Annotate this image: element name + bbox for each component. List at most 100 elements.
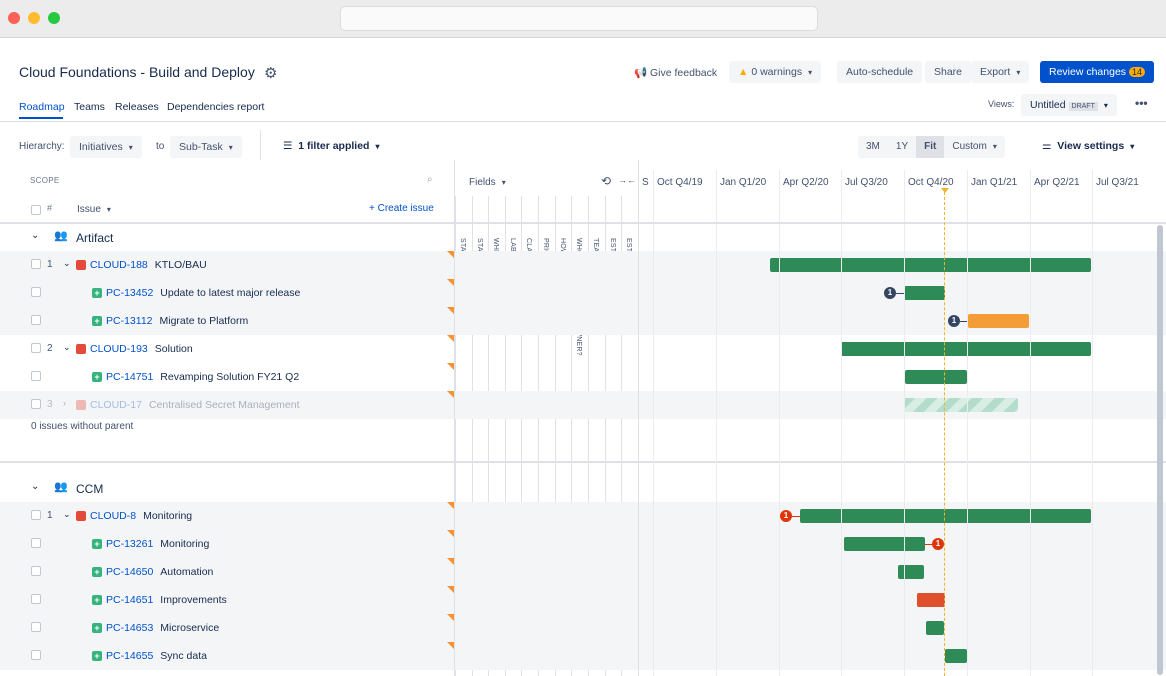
timeline-bar[interactable] [800, 509, 1091, 523]
gear-icon[interactable]: ⚙ [264, 65, 278, 82]
tab-dependencies-report[interactable]: Dependencies report [167, 101, 265, 113]
zoom-custom-button[interactable]: Custom ▾ [944, 136, 1004, 158]
issue-key[interactable]: PC-14650 [106, 566, 154, 578]
view-settings-button[interactable]: ⚌ View settings ▾ [1042, 140, 1134, 152]
row-checkbox[interactable] [31, 538, 41, 548]
select-all-checkbox[interactable] [31, 205, 41, 215]
warning-flag-icon [447, 642, 454, 649]
issue-key[interactable]: PC-14653 [106, 622, 154, 634]
fields-dropdown[interactable]: Fields ▾ [469, 177, 506, 188]
table-row[interactable]: + PC-14650 Automation [0, 558, 1166, 586]
create-issue-button[interactable]: + Create issue [369, 203, 434, 214]
export-button[interactable]: Export ▾ [971, 61, 1030, 83]
hierarchy-to-select[interactable]: Sub-Task ▾ [170, 136, 242, 158]
expand-chevron-icon[interactable]: ⌄ [63, 258, 71, 268]
issue-key[interactable]: PC-14655 [106, 650, 154, 662]
share-button[interactable]: Share [925, 61, 972, 83]
minimize-window-button[interactable] [28, 12, 40, 24]
table-row[interactable]: 2 ⌄ CLOUD-193 Solution [0, 335, 1166, 363]
custom-label: Custom [952, 141, 987, 152]
table-row[interactable]: + PC-14653 Microservice [0, 614, 1166, 642]
search-icon[interactable]: ⌕ [427, 174, 433, 185]
tab-releases[interactable]: Releases [115, 101, 159, 113]
auto-schedule-button[interactable]: Auto-schedule [837, 61, 923, 83]
issue-key[interactable]: PC-14751 [106, 371, 154, 383]
table-row[interactable]: + PC-13112 Migrate to Platform 1 [0, 307, 1166, 335]
issue-key[interactable]: PC-13452 [106, 287, 154, 299]
timeline-bar[interactable] [926, 621, 944, 635]
issue-key[interactable]: CLOUD-8 [90, 510, 137, 522]
hierarchy-to-value: Sub-Task [179, 141, 223, 153]
tab-teams[interactable]: Teams [74, 101, 105, 113]
chevron-down-icon[interactable]: ⌄ [31, 481, 40, 492]
row-checkbox[interactable] [31, 622, 41, 632]
review-changes-button[interactable]: Review changes 14 [1040, 61, 1154, 83]
table-row[interactable]: + PC-14751 Revamping Solution FY21 Q2 [0, 363, 1166, 391]
dependency-badge[interactable]: 1 [780, 510, 792, 522]
timeline-bar[interactable] [904, 398, 1018, 412]
quarter-divider [779, 170, 780, 676]
zoom-1y-button[interactable]: 1Y [895, 141, 909, 152]
row-checkbox[interactable] [31, 510, 41, 520]
zoom-fit-button[interactable]: Fit [916, 136, 945, 158]
row-checkbox[interactable] [31, 594, 41, 604]
warnings-button[interactable]: ▲ 0 warnings ▾ [729, 61, 822, 83]
filter-button[interactable]: ☰ 1 filter applied ▾ [283, 140, 379, 152]
address-bar[interactable] [340, 6, 818, 31]
row-checkbox[interactable] [31, 287, 41, 297]
table-row[interactable]: 1 ⌄ CLOUD-8 Monitoring 1 [0, 502, 1166, 530]
timeline-bar[interactable] [898, 565, 924, 579]
issue-key[interactable]: PC-13261 [106, 538, 154, 550]
chevron-down-icon: ▾ [501, 178, 506, 187]
row-checkbox[interactable] [31, 399, 41, 409]
issues-without-parent-toggle[interactable]: 0 issues without parent [31, 421, 134, 432]
row-checkbox[interactable] [31, 371, 41, 381]
timeline-bar[interactable] [905, 370, 967, 384]
hierarchy-from-select[interactable]: Initiatives ▾ [70, 136, 142, 158]
table-row[interactable]: 3 › CLOUD-17 Centralised Secret Management [0, 391, 1166, 419]
dependency-badge[interactable]: 1 [948, 315, 960, 327]
give-feedback-button[interactable]: 📢 Give feedback [634, 66, 717, 79]
row-checkbox[interactable] [31, 566, 41, 576]
table-row[interactable]: + PC-14655 Sync data [0, 642, 1166, 670]
row-checkbox[interactable] [31, 259, 41, 269]
collapse-fields-icon[interactable]: →← [618, 175, 636, 185]
divider [260, 130, 261, 160]
close-window-button[interactable] [8, 12, 20, 24]
row-checkbox[interactable] [31, 650, 41, 660]
dependency-badge[interactable]: 1 [884, 287, 896, 299]
table-row[interactable]: + PC-14651 Improvements [0, 586, 1166, 614]
issue-key[interactable]: CLOUD-193 [90, 343, 148, 355]
views-dropdown[interactable]: Untitled DRAFT ▾ [1021, 94, 1117, 116]
more-options-icon[interactable]: ••• [1135, 96, 1148, 110]
chevron-down-icon[interactable]: ⌄ [31, 230, 40, 241]
issue-key[interactable]: CLOUD-188 [90, 259, 148, 271]
tab-roadmap[interactable]: Roadmap [19, 101, 65, 113]
timeline-bar[interactable] [770, 258, 1091, 272]
expand-chevron-icon[interactable]: ⌄ [63, 342, 71, 352]
issue-key[interactable]: PC-13112 [106, 315, 153, 327]
row-checkbox[interactable] [31, 315, 41, 325]
table-row[interactable]: + PC-13261 Monitoring 1 [0, 530, 1166, 558]
timeline-bar[interactable] [968, 314, 1029, 328]
issue-column-header[interactable]: Issue ▾ [77, 204, 111, 215]
timeline-bar[interactable] [945, 649, 967, 663]
dependency-badge[interactable]: 1 [932, 538, 944, 550]
zoom-3m-button[interactable]: 3M [866, 141, 880, 152]
timeline-bar[interactable] [917, 593, 945, 607]
scrollbar[interactable] [1157, 225, 1163, 675]
issue-key[interactable]: PC-14651 [106, 594, 154, 606]
timeline-bar[interactable] [904, 286, 945, 300]
issue-summary: Improvements [160, 594, 227, 606]
expand-chevron-icon[interactable]: › [63, 398, 66, 408]
timeline-bar[interactable] [841, 342, 1091, 356]
issue-key[interactable]: CLOUD-17 [90, 399, 142, 411]
field-header-8[interactable]: TEAM [592, 238, 599, 259]
timeline-bar[interactable] [844, 537, 925, 551]
table-row[interactable]: + PC-13452 Update to latest major release 1 [0, 279, 1166, 307]
maximize-window-button[interactable] [48, 12, 60, 24]
expand-chevron-icon[interactable]: ⌄ [63, 509, 71, 519]
table-row[interactable]: 1 ⌄ CLOUD-188 KTLO/BAU [0, 251, 1166, 279]
undo-icon[interactable]: ⟲ [601, 174, 612, 188]
row-checkbox[interactable] [31, 343, 41, 353]
